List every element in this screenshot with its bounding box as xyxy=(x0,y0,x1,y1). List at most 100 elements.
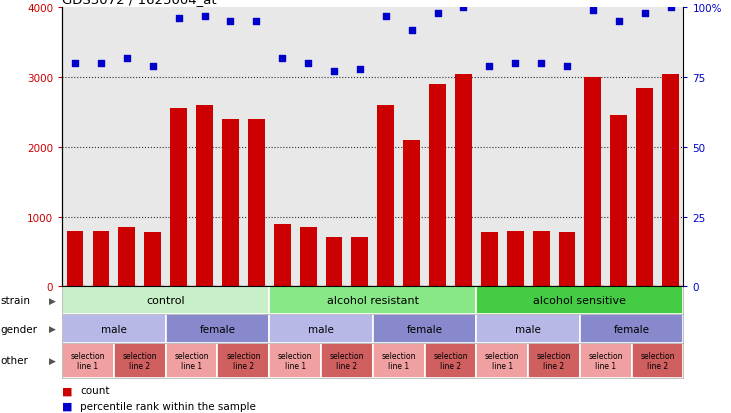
Text: control: control xyxy=(146,296,185,306)
Point xyxy=(147,64,159,70)
Bar xyxy=(580,315,683,343)
Text: selection
line 2: selection line 2 xyxy=(123,351,157,370)
Bar xyxy=(269,287,477,315)
Text: GDS3072 / 1625004_at: GDS3072 / 1625004_at xyxy=(62,0,217,6)
Point xyxy=(613,19,624,26)
Bar xyxy=(507,231,523,287)
Bar xyxy=(321,343,373,378)
Text: selection
line 1: selection line 1 xyxy=(588,351,623,370)
Text: selection
line 1: selection line 1 xyxy=(278,351,312,370)
Bar xyxy=(118,228,135,287)
Bar xyxy=(166,343,218,378)
Text: selection
line 1: selection line 1 xyxy=(485,351,520,370)
Bar xyxy=(93,231,110,287)
Point xyxy=(95,61,107,67)
Bar xyxy=(352,238,368,287)
Bar xyxy=(662,74,679,287)
Bar xyxy=(455,74,471,287)
Point xyxy=(251,19,262,26)
Bar xyxy=(404,140,420,287)
Point xyxy=(587,8,599,14)
Text: female: female xyxy=(200,324,235,334)
Bar xyxy=(218,343,269,378)
Text: alcohol resistant: alcohol resistant xyxy=(327,296,419,306)
Text: selection
line 2: selection line 2 xyxy=(640,351,675,370)
Point xyxy=(199,13,211,20)
Text: male: male xyxy=(308,324,334,334)
Point xyxy=(276,55,288,62)
Bar xyxy=(477,315,580,343)
Bar xyxy=(166,315,269,343)
Bar xyxy=(62,287,269,315)
Point xyxy=(173,16,184,23)
Bar xyxy=(274,224,291,287)
Text: male: male xyxy=(101,324,127,334)
Text: count: count xyxy=(80,385,110,395)
Bar xyxy=(67,231,83,287)
Point xyxy=(561,64,573,70)
Point xyxy=(121,55,133,62)
Bar xyxy=(269,315,373,343)
Bar xyxy=(300,228,317,287)
Bar xyxy=(481,233,498,287)
Text: selection
line 1: selection line 1 xyxy=(71,351,105,370)
Text: female: female xyxy=(406,324,442,334)
Text: strain: strain xyxy=(1,296,31,306)
Bar xyxy=(377,106,394,287)
Bar xyxy=(196,106,213,287)
Bar xyxy=(325,238,342,287)
Point xyxy=(380,13,392,20)
Point xyxy=(69,61,81,67)
Text: male: male xyxy=(515,324,541,334)
Bar xyxy=(62,315,166,343)
Bar xyxy=(373,343,425,378)
Bar xyxy=(558,233,575,287)
Bar xyxy=(425,343,477,378)
Point xyxy=(483,64,495,70)
Text: gender: gender xyxy=(1,324,38,334)
Bar xyxy=(114,343,166,378)
Bar xyxy=(585,78,602,287)
Point xyxy=(224,19,236,26)
Text: female: female xyxy=(614,324,650,334)
Point xyxy=(458,5,469,12)
Point xyxy=(328,69,340,76)
Text: ■: ■ xyxy=(62,401,72,411)
Point xyxy=(664,5,676,12)
Bar xyxy=(477,287,683,315)
Bar xyxy=(144,233,161,287)
Bar xyxy=(610,116,627,287)
Text: ▶: ▶ xyxy=(49,356,56,365)
Text: selection
line 2: selection line 2 xyxy=(433,351,468,370)
Text: percentile rank within the sample: percentile rank within the sample xyxy=(80,401,257,411)
Bar xyxy=(269,343,321,378)
Text: alcohol sensitive: alcohol sensitive xyxy=(534,296,626,306)
Point xyxy=(406,27,417,34)
Point xyxy=(354,66,366,73)
Bar xyxy=(528,343,580,378)
Point xyxy=(302,61,314,67)
Text: ▶: ▶ xyxy=(49,296,56,305)
Text: other: other xyxy=(1,355,29,366)
Point xyxy=(432,10,444,17)
Bar xyxy=(170,109,187,287)
Text: ■: ■ xyxy=(62,385,72,395)
Bar xyxy=(477,343,528,378)
Bar xyxy=(533,231,550,287)
Bar xyxy=(580,343,632,378)
Point xyxy=(639,10,651,17)
Bar xyxy=(632,343,683,378)
Bar xyxy=(222,120,239,287)
Bar xyxy=(62,343,114,378)
Point xyxy=(510,61,521,67)
Text: selection
line 2: selection line 2 xyxy=(537,351,572,370)
Bar xyxy=(373,315,477,343)
Text: ▶: ▶ xyxy=(49,324,56,333)
Bar xyxy=(636,88,653,287)
Text: selection
line 1: selection line 1 xyxy=(382,351,416,370)
Text: selection
line 1: selection line 1 xyxy=(174,351,209,370)
Text: selection
line 2: selection line 2 xyxy=(226,351,261,370)
Point xyxy=(535,61,547,67)
Bar xyxy=(248,120,265,287)
Bar xyxy=(429,85,446,287)
